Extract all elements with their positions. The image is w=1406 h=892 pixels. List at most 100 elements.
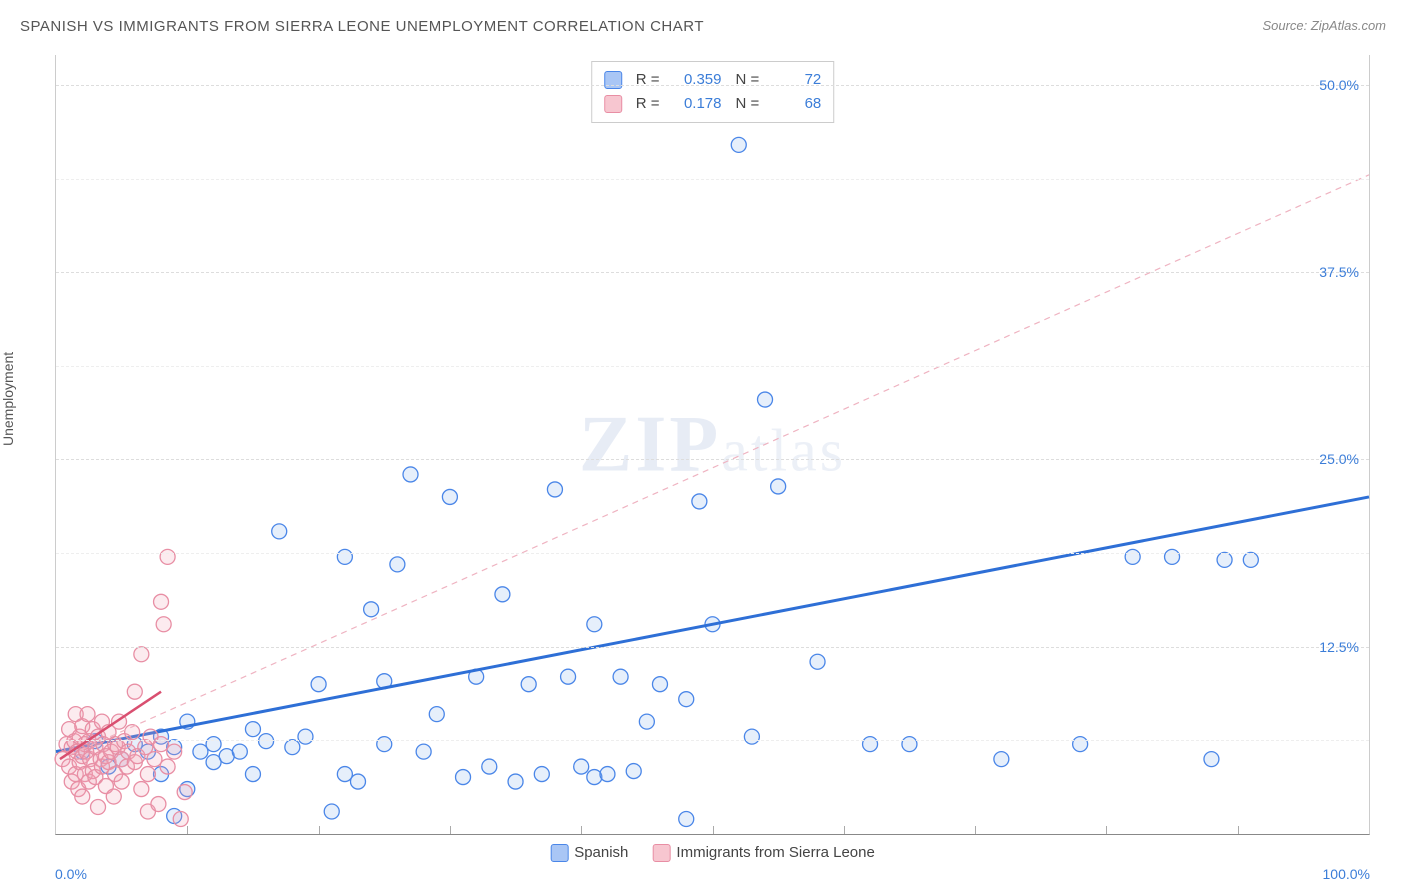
scatter-point xyxy=(245,767,260,782)
scatter-point xyxy=(298,729,313,744)
scatter-point xyxy=(810,654,825,669)
scatter-point xyxy=(994,752,1009,767)
chart-container: SPANISH VS IMMIGRANTS FROM SIERRA LEONE … xyxy=(0,0,1406,892)
grid-line-h-minor xyxy=(56,366,1369,367)
x-tick xyxy=(1238,826,1239,834)
scatter-point xyxy=(731,137,746,152)
scatter-point xyxy=(364,602,379,617)
scatter-point xyxy=(416,744,431,759)
scatter-point xyxy=(456,770,471,785)
scatter-point xyxy=(403,467,418,482)
scatter-point xyxy=(429,707,444,722)
scatter-point xyxy=(1243,552,1258,567)
r-value-0: 0.359 xyxy=(674,68,722,92)
legend-item-0: Spanish xyxy=(550,844,628,862)
scatter-point xyxy=(574,759,589,774)
x-tick xyxy=(319,826,320,834)
scatter-point xyxy=(534,767,549,782)
scatter-point xyxy=(134,647,149,662)
scatter-point xyxy=(75,789,90,804)
scatter-svg xyxy=(56,55,1369,834)
y-tick-label: 25.0% xyxy=(1319,451,1359,467)
scatter-point xyxy=(508,774,523,789)
scatter-point xyxy=(587,617,602,632)
scatter-point xyxy=(156,617,171,632)
n-label-1: N = xyxy=(736,92,760,116)
y-tick-label: 50.0% xyxy=(1319,77,1359,93)
n-label-0: N = xyxy=(736,68,760,92)
legend-swatch-1 xyxy=(604,95,622,113)
legend-label-0: Spanish xyxy=(574,844,628,861)
scatter-point xyxy=(91,800,106,815)
legend-stats-row-1: R = 0.178 N = 68 xyxy=(604,92,822,116)
scatter-point xyxy=(495,587,510,602)
scatter-point xyxy=(758,392,773,407)
x-tick xyxy=(187,826,188,834)
scatter-point xyxy=(160,759,175,774)
scatter-point xyxy=(177,785,192,800)
scatter-point xyxy=(80,707,95,722)
scatter-point xyxy=(151,797,166,812)
scatter-point xyxy=(311,677,326,692)
scatter-point xyxy=(744,729,759,744)
grid-line-h xyxy=(56,272,1369,273)
scatter-point xyxy=(206,737,221,752)
x-label-left: 0.0% xyxy=(55,866,87,882)
n-value-0: 72 xyxy=(773,68,821,92)
plot-area: ZIPatlas R = 0.359 N = 72 R = 0.178 N = … xyxy=(55,55,1370,835)
x-label-right: 100.0% xyxy=(1323,866,1370,882)
legend-swatch-0 xyxy=(604,71,622,89)
grid-line-h-minor xyxy=(56,179,1369,180)
scatter-point xyxy=(863,737,878,752)
legend-label-1: Immigrants from Sierra Leone xyxy=(676,844,874,861)
r-label-1: R = xyxy=(636,92,660,116)
regression-line xyxy=(56,497,1369,752)
scatter-point xyxy=(1204,752,1219,767)
legend-item-1: Immigrants from Sierra Leone xyxy=(652,844,874,862)
scatter-point xyxy=(106,789,121,804)
y-tick-label: 37.5% xyxy=(1319,264,1359,280)
scatter-point xyxy=(1217,552,1232,567)
scatter-point xyxy=(587,770,602,785)
scatter-point xyxy=(679,812,694,827)
x-tick xyxy=(844,826,845,834)
scatter-point xyxy=(160,549,175,564)
scatter-point xyxy=(600,767,615,782)
scatter-point xyxy=(613,669,628,684)
legend-swatch-bottom-1 xyxy=(652,844,670,862)
x-tick xyxy=(450,826,451,834)
grid-line-h xyxy=(56,459,1369,460)
scatter-point xyxy=(154,594,169,609)
n-value-1: 68 xyxy=(773,92,821,116)
scatter-point xyxy=(902,737,917,752)
grid-line-h-minor xyxy=(56,553,1369,554)
r-value-1: 0.178 xyxy=(674,92,722,116)
scatter-point xyxy=(140,767,155,782)
legend-stats-row-0: R = 0.359 N = 72 xyxy=(604,68,822,92)
y-axis-label: Unemployment xyxy=(0,352,16,446)
scatter-point xyxy=(193,744,208,759)
scatter-point xyxy=(377,737,392,752)
r-label-0: R = xyxy=(636,68,660,92)
scatter-point xyxy=(173,812,188,827)
scatter-point xyxy=(154,737,169,752)
scatter-point xyxy=(337,549,352,564)
scatter-point xyxy=(147,752,162,767)
scatter-point xyxy=(390,557,405,572)
scatter-point xyxy=(639,714,654,729)
legend-series: Spanish Immigrants from Sierra Leone xyxy=(550,844,875,862)
scatter-point xyxy=(771,479,786,494)
x-tick xyxy=(713,826,714,834)
scatter-point xyxy=(652,677,667,692)
scatter-point xyxy=(679,692,694,707)
scatter-point xyxy=(626,764,641,779)
scatter-point xyxy=(482,759,497,774)
scatter-point xyxy=(442,489,457,504)
scatter-point xyxy=(547,482,562,497)
scatter-point xyxy=(134,782,149,797)
scatter-point xyxy=(350,774,365,789)
scatter-point xyxy=(114,774,129,789)
source-label: Source: ZipAtlas.com xyxy=(1262,18,1386,33)
x-tick xyxy=(1106,826,1107,834)
scatter-point xyxy=(232,744,247,759)
